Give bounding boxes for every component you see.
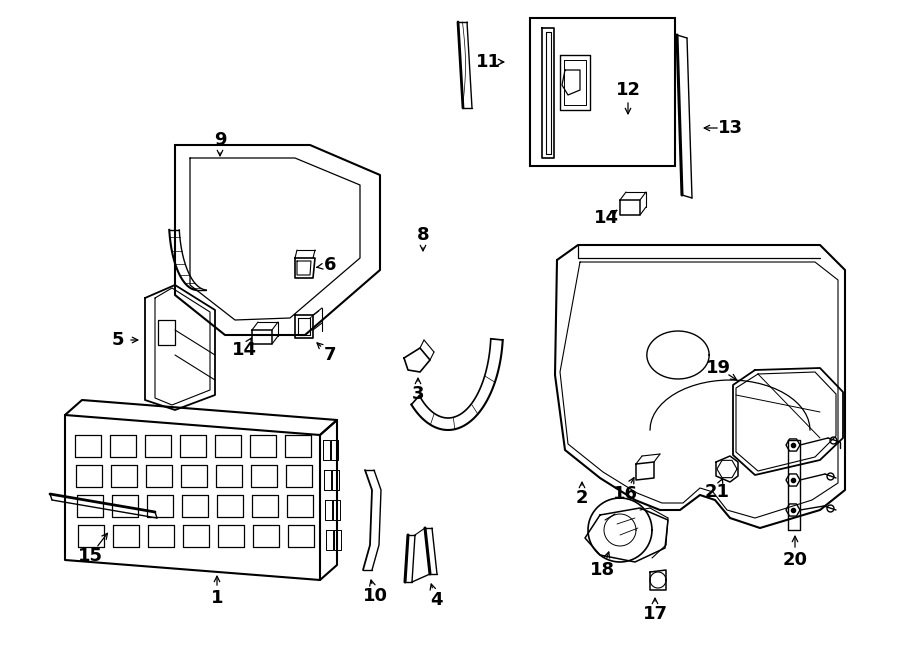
Text: 18: 18 — [590, 561, 616, 579]
Text: 4: 4 — [430, 591, 442, 609]
Text: 21: 21 — [705, 483, 730, 501]
Text: 3: 3 — [412, 385, 424, 403]
Bar — [530, 18, 675, 166]
Text: 15: 15 — [77, 547, 103, 565]
Text: 7: 7 — [324, 346, 337, 364]
Text: 20: 20 — [782, 551, 807, 569]
Text: 14: 14 — [231, 341, 256, 359]
Text: 8: 8 — [417, 226, 429, 244]
Text: 10: 10 — [363, 587, 388, 605]
Text: 14: 14 — [593, 209, 618, 227]
Text: 11: 11 — [475, 53, 500, 71]
Text: 19: 19 — [706, 359, 731, 377]
Text: 1: 1 — [211, 589, 223, 607]
Text: 17: 17 — [643, 605, 668, 623]
Text: 16: 16 — [613, 485, 637, 503]
Text: 2: 2 — [576, 489, 589, 507]
Text: 9: 9 — [214, 131, 226, 149]
Text: 5: 5 — [112, 331, 124, 349]
Text: 13: 13 — [717, 119, 742, 137]
Text: 12: 12 — [616, 81, 641, 99]
Text: 6: 6 — [324, 256, 337, 274]
